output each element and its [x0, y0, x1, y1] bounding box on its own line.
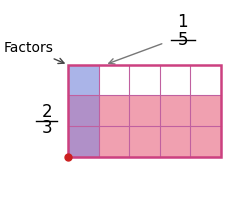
Bar	[68, 65, 99, 95]
Bar	[99, 65, 221, 95]
Text: 1: 1	[178, 13, 188, 31]
Text: Factors: Factors	[4, 41, 64, 63]
Text: 2: 2	[41, 102, 52, 121]
Bar	[68, 65, 221, 157]
Text: 5: 5	[178, 31, 188, 49]
Text: 3: 3	[41, 119, 52, 137]
Bar	[68, 95, 99, 157]
Bar	[99, 95, 221, 157]
